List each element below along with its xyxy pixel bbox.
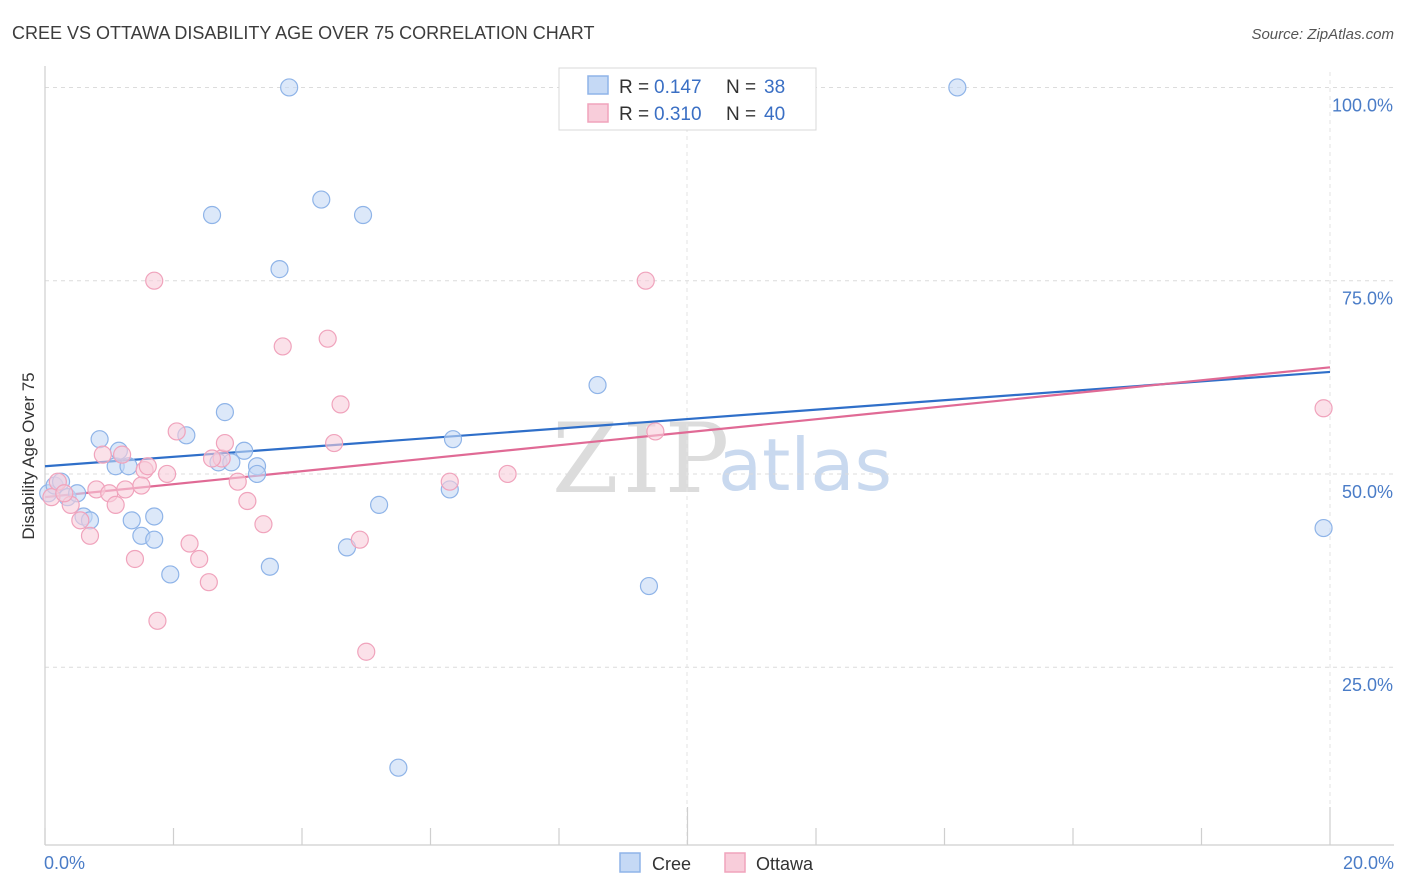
point-ottawa-18: [180, 534, 199, 553]
point-ottawa-26: [273, 337, 292, 356]
bottom-legend: Cree Ottawa: [619, 852, 814, 874]
point-ottawa-17: [167, 422, 186, 441]
bottom-legend-swatch-ottawa: [724, 852, 746, 873]
y-tick-labels: 25.0% 50.0% 75.0% 100.0%: [1332, 95, 1393, 695]
y-tick-label-1: 50.0%: [1342, 482, 1393, 502]
point-ottawa-8: [106, 495, 125, 514]
point-cree-19: [215, 403, 234, 422]
point-ottawa-36: [1314, 399, 1333, 418]
point-cree-14: [145, 530, 164, 549]
legend-swatch-ottawa: [587, 103, 609, 123]
point-ottawa-38: [132, 476, 151, 495]
point-cree-33: [443, 430, 463, 449]
y-axis-label: Disability Age Over 75: [19, 372, 38, 539]
point-ottawa-6: [93, 445, 112, 464]
legend-r-value-ottawa: 0.310: [654, 104, 702, 125]
trend-line-cree: [44, 370, 1331, 468]
point-cree-31: [389, 758, 408, 777]
x-tick-label-min: 0.0%: [44, 853, 85, 873]
point-ottawa-14: [145, 271, 164, 290]
point-cree-29: [353, 205, 373, 225]
point-cree-15: [161, 565, 180, 584]
point-ottawa-15: [148, 611, 167, 630]
point-cree-36: [948, 78, 967, 97]
watermark: ZIP atlas: [552, 403, 892, 515]
point-cree-37: [1314, 518, 1333, 538]
point-cree-34: [588, 375, 607, 395]
point-cree-7: [90, 430, 109, 449]
x-tick-label-max: 20.0%: [1343, 853, 1394, 873]
point-ottawa-30: [350, 530, 369, 549]
chart-title: CREE VS OTTAWA DISABILITY AGE OVER 75 CO…: [12, 23, 594, 43]
point-ottawa-10: [116, 480, 135, 499]
watermark-zip: ZIP: [552, 403, 733, 515]
legend-n-label-cree: N =: [726, 77, 756, 98]
point-ottawa-37: [55, 484, 74, 503]
point-ottawa-34: [636, 271, 655, 290]
point-cree-25: [270, 260, 289, 279]
point-ottawa-13: [138, 457, 157, 476]
point-ottawa-29: [331, 395, 350, 414]
point-ottawa-25: [254, 515, 273, 534]
point-cree-21: [235, 441, 254, 460]
point-ottawa-22: [215, 433, 234, 453]
point-ottawa-23: [228, 472, 247, 491]
point-cree-17: [202, 205, 222, 225]
point-cree-35: [639, 576, 659, 596]
point-ottawa-20: [199, 573, 218, 592]
legend-swatch-cree: [587, 75, 609, 95]
point-cree-11: [122, 511, 141, 530]
legend-n-value-cree: 38: [764, 77, 785, 98]
point-ottawa-39: [202, 449, 222, 468]
bottom-legend-swatch-cree: [619, 852, 641, 873]
point-cree-23: [247, 464, 267, 484]
chart-source: Source: ZipAtlas.com: [1251, 26, 1394, 43]
point-ottawa-27: [318, 329, 337, 348]
legend-r-value-cree: 0.147: [654, 77, 702, 98]
point-cree-13: [145, 507, 164, 526]
point-cree-26: [280, 78, 299, 97]
point-ottawa-16: [157, 464, 177, 484]
point-cree-27: [312, 190, 331, 209]
legend-r-label-ottawa: R =: [619, 104, 649, 125]
y-tick-label-2: 75.0%: [1342, 289, 1393, 309]
legend: R = 0.147 N = 38 R = 0.310 N = 40: [558, 67, 817, 131]
y-tick-label-3: 100.0%: [1332, 95, 1393, 115]
point-ottawa-32: [440, 472, 459, 491]
bottom-legend-label-cree: Cree: [652, 854, 691, 874]
watermark-atlas: atlas: [718, 423, 892, 507]
point-ottawa-11: [125, 549, 145, 569]
legend-n-label-ottawa: N =: [726, 104, 756, 125]
legend-r-label-cree: R =: [619, 77, 649, 98]
point-cree-24: [260, 557, 279, 576]
point-cree-30: [370, 495, 389, 514]
point-ottawa-19: [190, 549, 209, 569]
bottom-legend-label-ottawa: Ottawa: [756, 854, 814, 874]
y-tick-label-0: 25.0%: [1342, 675, 1393, 695]
legend-n-value-ottawa: 40: [764, 104, 785, 125]
point-ottawa-9: [112, 445, 132, 464]
point-ottawa-24: [238, 491, 257, 511]
point-ottawa-33: [498, 464, 517, 484]
axes: [44, 66, 1394, 846]
point-ottawa-35: [646, 422, 665, 441]
point-ottawa-28: [325, 433, 344, 453]
scatter-points: [39, 78, 1333, 777]
point-ottawa-31: [357, 642, 376, 661]
point-ottawa-4: [80, 526, 100, 545]
point-ottawa-3: [71, 511, 90, 530]
